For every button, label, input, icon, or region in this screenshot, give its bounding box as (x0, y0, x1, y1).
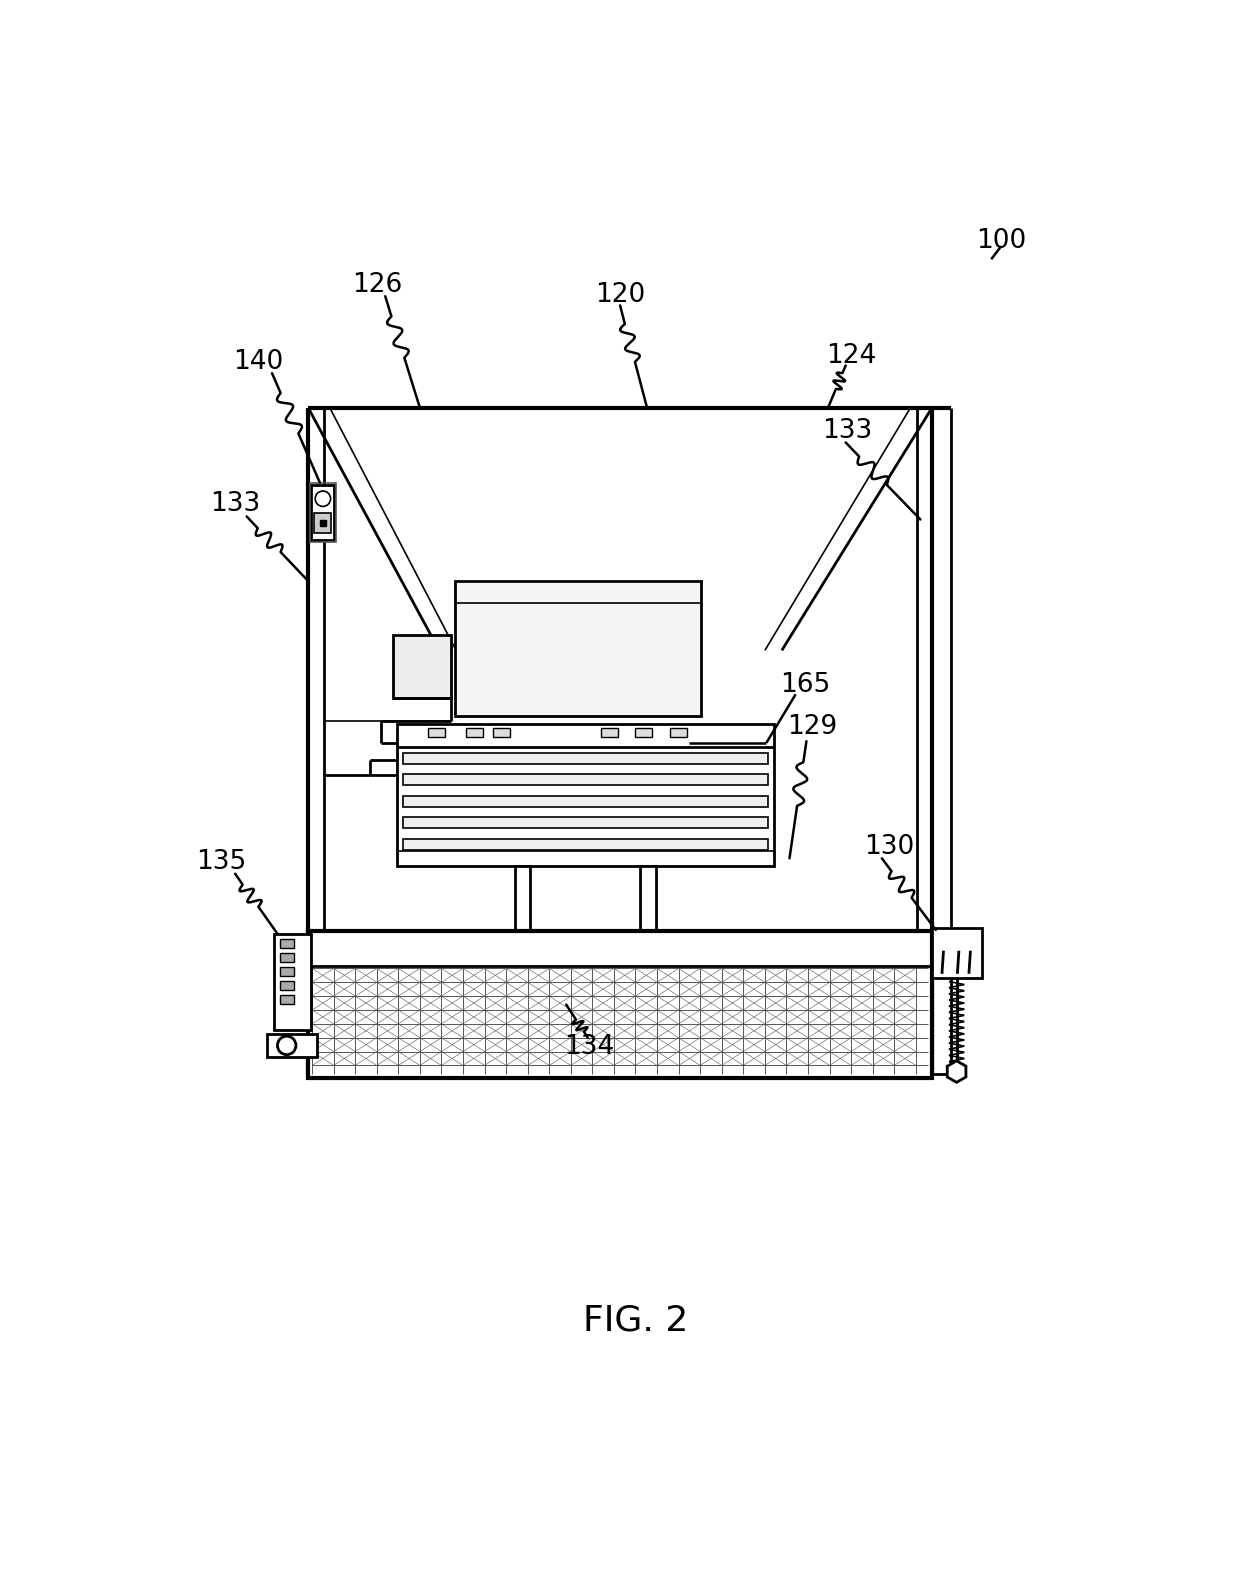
Bar (403, 796, 768, 807)
Bar (494, 728, 510, 738)
Text: 129: 129 (787, 714, 838, 741)
Text: 133: 133 (822, 418, 873, 444)
Bar (310, 484, 336, 542)
Bar (403, 752, 768, 763)
Bar (403, 818, 768, 829)
Text: 120: 120 (595, 281, 645, 308)
Bar (635, 728, 652, 738)
Bar (280, 994, 294, 1003)
Bar (640, 867, 656, 936)
Bar (601, 728, 618, 738)
Bar (932, 928, 982, 978)
Bar (280, 953, 294, 962)
Bar (397, 724, 774, 867)
Bar (280, 967, 294, 977)
Bar (311, 485, 335, 540)
Text: 165: 165 (780, 672, 830, 699)
Bar (403, 774, 768, 785)
Text: 135: 135 (196, 849, 247, 874)
Text: 140: 140 (233, 349, 283, 375)
Bar (670, 728, 687, 738)
Text: FIG. 2: FIG. 2 (583, 1303, 688, 1338)
Text: 124: 124 (826, 344, 877, 369)
Bar (280, 939, 294, 948)
Bar (455, 581, 701, 716)
Bar (466, 728, 484, 738)
Bar (268, 1035, 317, 1057)
Text: 126: 126 (352, 272, 403, 298)
Bar (403, 838, 768, 849)
Bar (393, 634, 450, 699)
Text: 133: 133 (210, 491, 260, 517)
Bar (315, 512, 331, 532)
Bar (428, 728, 444, 738)
Text: 134: 134 (564, 1035, 615, 1060)
Text: 130: 130 (864, 834, 915, 860)
Bar (274, 934, 310, 1030)
Bar (435, 936, 735, 950)
Text: 100: 100 (976, 228, 1027, 254)
Bar (309, 931, 932, 1077)
Bar (280, 981, 294, 991)
Bar (515, 867, 529, 936)
